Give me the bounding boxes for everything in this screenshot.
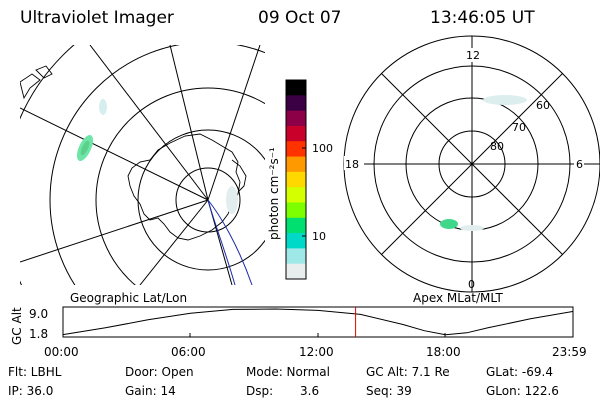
colorbar-cell [286,233,306,249]
right-panel-caption: Apex MLat/MLT [413,291,503,305]
colorbar-cell [286,80,306,96]
mlt-label-12: 12 [466,49,480,62]
colorbar-gradient [286,80,306,280]
info-seq: Seq: 39 [366,384,412,398]
colorbar-cell [286,110,306,127]
colorbar-cell [286,141,306,158]
altitude-plot-frame [62,306,574,338]
colorbar-cell [286,263,306,280]
x-tick-0600: 06:00 [171,345,206,359]
polar-map [343,35,600,293]
left-panel-caption: Geographic Lat/Lon [70,291,187,305]
coastline-fragment [35,65,53,79]
x-tick-1800: 18:00 [426,345,461,359]
colorbar-tick-label-10: 10 [312,230,326,243]
colorbar-cell [286,125,306,142]
altitude-curve [62,308,573,336]
date-text: 09 Oct 07 [258,8,341,28]
info-mode: Mode: Normal [246,365,330,379]
lat-circle [95,87,265,285]
app-title: Ultraviolet Imager [20,8,174,28]
x-tick-1200: 12:00 [299,345,334,359]
info-glat: GLat: -69.4 [486,365,553,379]
colorbar-cell [286,217,306,234]
geographic-map [20,45,265,285]
colorbar-tick-label-100: 100 [312,142,333,155]
field-line [207,199,236,285]
info-door: Door: Open [125,365,194,379]
mlt-diagonal [380,72,564,256]
info-dsp-value: 3.6 [300,384,319,398]
meridian-line [139,199,209,285]
meridian-line [169,45,209,201]
info-dsp-label: Dsp: [246,384,273,398]
aurora-emission [226,186,238,214]
info-gain: Gain: 14 [125,384,176,398]
aurora-emission-core [80,140,90,156]
info-glon: GLon: 122.6 [486,384,559,398]
colorbar-label: photon cm⁻²s⁻¹ [267,147,281,240]
aurora-emission [99,99,107,115]
altitude-ylabel: GC Alt [10,307,24,345]
mlt-label-0: 0 [468,278,475,291]
colorbar-cell [286,202,306,219]
x-tick-2359: 23:59 [552,345,587,359]
altitude-plot: GC Alt 9.0 1.8 00:00 06:00 12:00 18:00 2… [10,306,587,359]
colorbar: 100 10 photon cm⁻²s⁻¹ [267,79,333,280]
altitude-ytick-min: 1.8 [29,327,48,341]
mlat-label-80: 80 [490,140,504,153]
meridian-line [20,107,209,201]
colorbar-cell [286,156,306,173]
colorbar-frame [285,79,307,280]
coastline-fragment [20,73,41,100]
colorbar-cell [286,187,306,204]
x-tick-0000: 00:00 [44,345,79,359]
info-filter: Flt: LBHL [8,365,62,379]
lat-circle [137,129,265,271]
mlat-label-60: 60 [536,99,550,112]
meridian-line [207,45,261,201]
lat-circle [49,45,265,285]
altitude-ytick-max: 9.0 [29,307,48,321]
colorbar-cell [286,171,306,188]
coastline-antarctica [127,133,241,241]
mlt-label-18: 18 [345,158,359,171]
coastline-detail [231,159,247,193]
colorbar-cell [286,95,306,112]
mlt-label-6: 6 [576,158,583,171]
colorbar-cell [286,248,306,265]
mlat-label-70: 70 [512,121,526,134]
time-text: 13:46:05 UT [430,8,535,28]
info-ip: IP: 36.0 [8,384,53,398]
meridian-line [20,199,209,263]
aurora-emission [440,219,458,229]
field-line [207,199,253,285]
meridian-line [89,45,209,201]
info-gc-alt: GC Alt: 7.1 Re [366,365,450,379]
aurora-emission [483,95,527,105]
aurora-emission [460,225,484,231]
status-info: Flt: LBHL Door: Open Mode: Normal GC Alt… [8,365,559,398]
